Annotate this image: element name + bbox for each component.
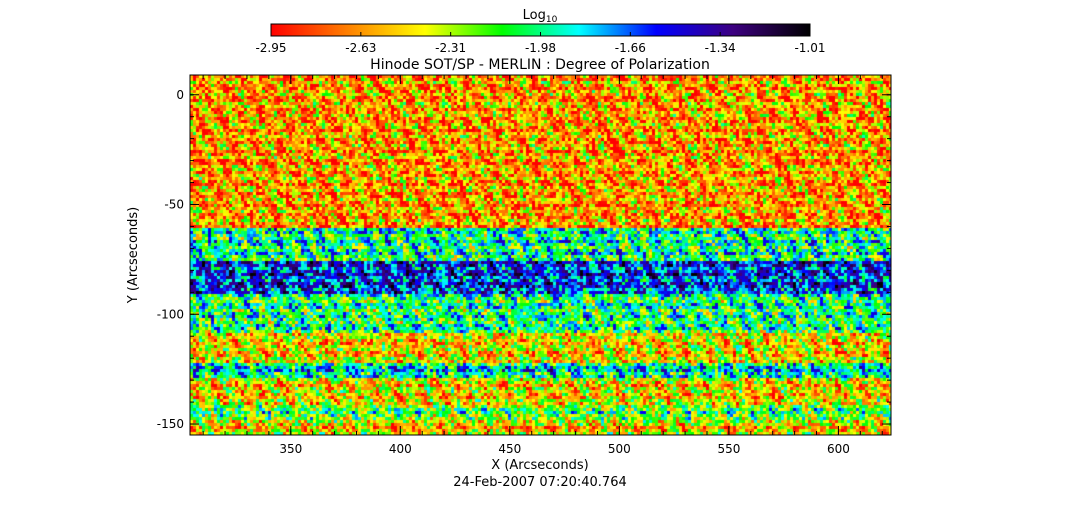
- colorbar-label: Log10: [523, 8, 558, 25]
- colorbar-label-base: Log: [523, 8, 546, 23]
- colorbar-tick-label: -2.63: [345, 41, 376, 55]
- y-tick-label: -50: [164, 198, 184, 212]
- colorbar-tick-label: -1.01: [794, 41, 825, 55]
- x-tick-label: 550: [717, 442, 740, 456]
- chart-title: Hinode SOT/SP - MERLIN : Degree of Polar…: [370, 57, 710, 73]
- y-axis: 0 -50 -100 -150: [157, 88, 891, 431]
- x-tick-label: 450: [498, 442, 521, 456]
- colorbar-tick-label: -1.66: [615, 41, 646, 55]
- y-axis-label: Y (Arcseconds): [126, 207, 141, 304]
- colorbar-ticks: -2.95 -2.63 -2.31 -1.98 -1.66 -1.34 -1.01: [255, 32, 826, 55]
- colorbar-tick-label: -1.98: [525, 41, 556, 55]
- x-tick-label: 400: [389, 442, 412, 456]
- heatmap-image: [190, 75, 891, 435]
- timestamp: 24-Feb-2007 07:20:40.764: [453, 475, 627, 490]
- colorbar-tick-label: -2.31: [435, 41, 466, 55]
- y-tick-label: -150: [157, 417, 184, 431]
- heatmap-raster: [190, 75, 891, 435]
- x-axis: 350 400 450 500 550 600: [202, 75, 883, 456]
- x-axis-label: X (Arcseconds): [491, 458, 588, 473]
- colorbar-tick-label: -2.95: [255, 41, 286, 55]
- x-tick-label: 600: [827, 442, 850, 456]
- x-tick-label: 500: [608, 442, 631, 456]
- plot-frame: [189, 74, 892, 436]
- x-tick-label: 350: [279, 442, 302, 456]
- y-tick-label: 0: [176, 88, 184, 102]
- colorbar-tick-label: -1.34: [705, 41, 736, 55]
- colorbar-label-sub: 10: [546, 15, 558, 25]
- y-tick-label: -100: [157, 307, 184, 321]
